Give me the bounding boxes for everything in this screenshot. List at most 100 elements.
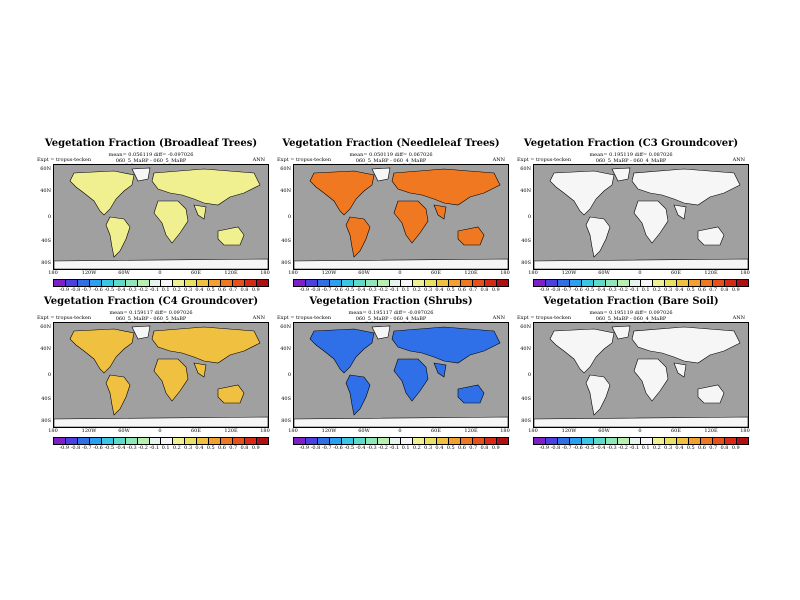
lon-label: 120E <box>704 270 718 276</box>
colorbar-swatch <box>101 438 114 444</box>
colorbar-tick-label: 0.6 <box>457 287 466 293</box>
colorbar-swatch <box>437 280 450 286</box>
colorbar-swatch <box>101 280 114 286</box>
lat-label: 0 <box>527 372 531 378</box>
colorbar-tick-label: 0.3 <box>424 287 433 293</box>
colorbar-swatch <box>377 280 390 286</box>
colorbar-tick-label: -0.3 <box>367 287 377 293</box>
colorbar-tick-label: -0.8 <box>310 445 321 451</box>
lon-label: 0 <box>398 428 402 434</box>
colorbar-swatch <box>701 438 714 444</box>
colorbar-swatch <box>149 280 162 286</box>
greenland <box>131 167 151 182</box>
lat-label: 40N <box>520 346 531 352</box>
world-map <box>533 164 749 270</box>
colorbar-tick-label: 0.8 <box>240 287 249 293</box>
panel-expt: Expt = tropus-tecken <box>517 315 572 321</box>
africa <box>633 200 669 244</box>
colorbar-tick-label: -0.3 <box>607 287 617 293</box>
colorbar-tick-label: 0.7 <box>469 445 478 451</box>
colorbar-tick-label: -0.9 <box>539 445 550 451</box>
north-america <box>549 170 615 216</box>
colorbar-swatch <box>389 438 402 444</box>
colorbar-tick-label: 0.5 <box>686 287 695 293</box>
colorbar-swatch <box>125 438 138 444</box>
colorbar-tick-label: -0.7 <box>321 287 332 293</box>
panel-stats: mean= 0.195117 diff= -0.097026 <box>348 310 434 316</box>
south-america <box>585 216 611 258</box>
lat-label: 40S <box>521 238 531 244</box>
colorbar-swatch <box>593 438 606 444</box>
colorbar-tick-label: 0.5 <box>446 445 455 451</box>
map-panel: Vegetation Fraction (Bare Soil) mean= 0.… <box>511 296 751 456</box>
map-panel: Vegetation Fraction (C3 Groundcover) mea… <box>511 138 751 298</box>
lon-label: 180 <box>288 270 298 276</box>
colorbar-swatch <box>149 438 162 444</box>
lat-label: 80S <box>521 260 531 266</box>
panel-season: ANN <box>492 157 505 163</box>
panel-title: Vegetation Fraction (Broadleaf Trees) <box>44 138 258 149</box>
colorbar-tick-label: -0.7 <box>81 287 92 293</box>
antarctica <box>54 416 268 427</box>
australia <box>217 226 245 246</box>
colorbar-swatch <box>89 438 102 444</box>
colorbar-swatch <box>401 438 414 444</box>
lon-label: 180 <box>740 428 750 434</box>
colorbar-tick-label: -0.1 <box>389 445 400 451</box>
world-map <box>533 322 749 428</box>
panel-stats: mean= 0.056119 diff= -0.097026 <box>108 152 194 158</box>
colorbar-swatch <box>161 438 174 444</box>
colorbar-tick-label: -0.4 <box>355 287 366 293</box>
colorbar-tick-label: -0.1 <box>629 287 640 293</box>
colorbar-swatch <box>485 438 497 444</box>
colorbar-tick-label: 0.6 <box>457 445 466 451</box>
colorbar-tick-label: 0.1 <box>161 287 170 293</box>
colorbar-tick-label: 0.7 <box>469 287 478 293</box>
lon-label: 180 <box>48 428 58 434</box>
colorbar-tick-label: 0.3 <box>664 445 673 451</box>
colorbar-swatch <box>557 438 570 444</box>
colorbar-swatch <box>569 280 582 286</box>
panel-title: Vegetation Fraction (Shrubs) <box>309 296 473 307</box>
antarctica <box>534 258 748 269</box>
colorbar-swatch <box>713 438 725 444</box>
australia <box>217 384 245 404</box>
colorbar-tick-label: -0.6 <box>573 287 583 293</box>
colorbar-tick-label: -0.4 <box>595 445 606 451</box>
colorbar-tick-label: 0.7 <box>229 445 238 451</box>
lat-label: 0 <box>47 372 51 378</box>
colorbar-tick-label: 0.4 <box>195 287 204 293</box>
colorbar-swatch <box>736 438 748 444</box>
south-america <box>105 374 131 416</box>
colorbar-tick-label: 0.4 <box>435 287 444 293</box>
lon-label: 0 <box>158 428 162 434</box>
africa <box>393 358 429 402</box>
colorbar-swatch <box>294 438 306 444</box>
colorbar-tick-label: 0.8 <box>720 445 729 451</box>
lat-label: 60N <box>40 166 51 172</box>
lon-label: 60W <box>358 270 370 276</box>
colorbar-swatch <box>341 280 354 286</box>
colorbar-swatch <box>209 280 222 286</box>
continents <box>54 167 268 269</box>
colorbar-swatch <box>197 438 210 444</box>
lat-label: 0 <box>47 214 51 220</box>
colorbar-labels: -0.9 -0.8 -0.7 -0.6 -0.5 -0.4 -0.3 -0.2 -0.1 0.1 0… <box>53 445 267 453</box>
colorbar-swatch <box>725 438 737 444</box>
lon-label: 180 <box>288 428 298 434</box>
colorbar-tick-label: -0.2 <box>618 445 628 451</box>
panel-stats: mean= 0.195119 diff= 0.087026 <box>589 152 673 158</box>
colorbar-swatch <box>569 438 582 444</box>
lat-label: 60N <box>520 166 531 172</box>
colorbar-swatch <box>653 438 666 444</box>
lat-label: 80S <box>41 418 51 424</box>
colorbar-swatch <box>173 438 186 444</box>
colorbar-tick-label: 0.7 <box>709 287 718 293</box>
colorbar-tick-label: -0.8 <box>550 287 561 293</box>
map-panel: Vegetation Fraction (Needleleaf Trees) m… <box>271 138 511 298</box>
greenland <box>611 167 631 182</box>
colorbar-tick-label: -0.6 <box>333 287 343 293</box>
colorbar-swatch <box>125 280 138 286</box>
colorbar-tick-label: 0.2 <box>412 287 421 293</box>
lon-label: 60W <box>358 428 370 434</box>
